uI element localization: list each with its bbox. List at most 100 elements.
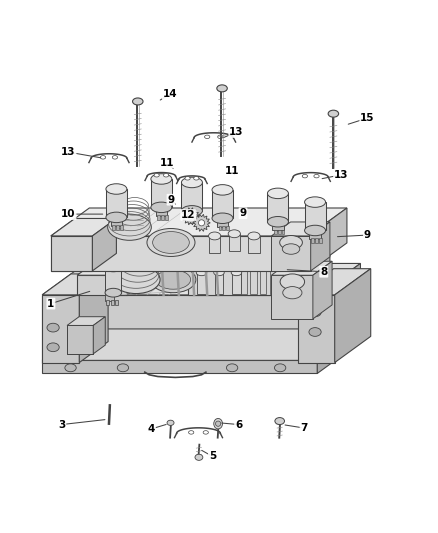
Ellipse shape (268, 216, 288, 227)
Ellipse shape (215, 421, 221, 426)
Bar (217, 217, 228, 227)
Ellipse shape (108, 214, 151, 240)
Ellipse shape (65, 364, 76, 372)
Text: 4: 4 (148, 424, 155, 434)
Ellipse shape (167, 420, 174, 425)
Ellipse shape (112, 156, 117, 159)
Bar (309, 230, 321, 239)
Bar (115, 300, 118, 305)
Bar (319, 238, 321, 243)
Ellipse shape (198, 220, 205, 226)
Text: 8: 8 (320, 266, 328, 277)
Ellipse shape (195, 454, 203, 461)
Ellipse shape (117, 364, 129, 372)
Polygon shape (272, 222, 330, 236)
Polygon shape (182, 208, 199, 225)
Polygon shape (77, 265, 142, 275)
Polygon shape (272, 236, 311, 271)
Polygon shape (317, 329, 360, 374)
Ellipse shape (163, 174, 169, 177)
Polygon shape (42, 274, 108, 295)
Text: 3: 3 (58, 419, 65, 430)
Polygon shape (311, 255, 330, 295)
Polygon shape (51, 208, 347, 236)
Bar (157, 215, 160, 220)
Polygon shape (188, 255, 330, 269)
Ellipse shape (283, 244, 300, 254)
Ellipse shape (112, 265, 160, 294)
Ellipse shape (226, 364, 238, 372)
Bar (304, 202, 325, 230)
Polygon shape (93, 317, 105, 354)
Bar (155, 206, 167, 216)
Polygon shape (42, 329, 360, 360)
Ellipse shape (100, 156, 106, 159)
Ellipse shape (151, 202, 172, 213)
Bar (241, 270, 247, 294)
Ellipse shape (217, 85, 227, 92)
Bar (232, 272, 241, 294)
Polygon shape (42, 263, 360, 295)
Text: 5: 5 (209, 451, 216, 462)
Bar (248, 236, 260, 253)
Ellipse shape (106, 184, 127, 194)
Ellipse shape (214, 418, 223, 429)
Text: 9: 9 (364, 230, 371, 240)
Ellipse shape (194, 176, 199, 180)
Bar (120, 225, 123, 230)
Polygon shape (272, 275, 313, 319)
Bar (106, 189, 127, 217)
Ellipse shape (205, 135, 210, 139)
Bar (209, 236, 220, 253)
Text: 15: 15 (360, 113, 374, 123)
Bar (278, 230, 281, 234)
Ellipse shape (154, 174, 159, 177)
Text: 7: 7 (300, 423, 308, 433)
Bar (219, 226, 221, 230)
Text: 9: 9 (240, 208, 247, 218)
Bar (106, 300, 110, 305)
Ellipse shape (151, 174, 172, 184)
Bar (311, 238, 314, 243)
Ellipse shape (302, 174, 307, 178)
Ellipse shape (189, 431, 194, 434)
Bar (151, 179, 172, 207)
Ellipse shape (218, 135, 223, 139)
Polygon shape (42, 295, 317, 362)
Bar (274, 230, 277, 234)
Text: 13: 13 (61, 147, 76, 157)
Ellipse shape (152, 231, 189, 253)
Ellipse shape (212, 184, 233, 195)
Bar (223, 226, 225, 230)
Ellipse shape (309, 308, 321, 317)
Text: 11: 11 (225, 166, 239, 176)
Bar (111, 216, 122, 226)
Polygon shape (193, 214, 210, 231)
Polygon shape (67, 317, 105, 326)
Ellipse shape (147, 229, 195, 256)
Bar (181, 182, 202, 211)
Ellipse shape (105, 288, 122, 297)
Ellipse shape (181, 177, 202, 188)
Bar (67, 326, 93, 354)
Bar (315, 238, 318, 243)
Polygon shape (317, 263, 360, 362)
Text: 9: 9 (167, 195, 174, 205)
Ellipse shape (280, 274, 304, 289)
Ellipse shape (155, 270, 191, 289)
Ellipse shape (133, 98, 143, 105)
Polygon shape (77, 275, 127, 295)
Bar (161, 215, 164, 220)
Ellipse shape (309, 328, 321, 336)
Bar (186, 210, 198, 220)
Text: 1: 1 (47, 298, 54, 309)
Text: 12: 12 (181, 210, 196, 220)
Ellipse shape (304, 225, 325, 236)
Polygon shape (297, 269, 371, 295)
Polygon shape (67, 326, 93, 354)
Polygon shape (51, 236, 92, 271)
Ellipse shape (105, 263, 122, 272)
Text: 6: 6 (235, 419, 242, 430)
Bar (215, 272, 223, 294)
Ellipse shape (214, 270, 224, 276)
